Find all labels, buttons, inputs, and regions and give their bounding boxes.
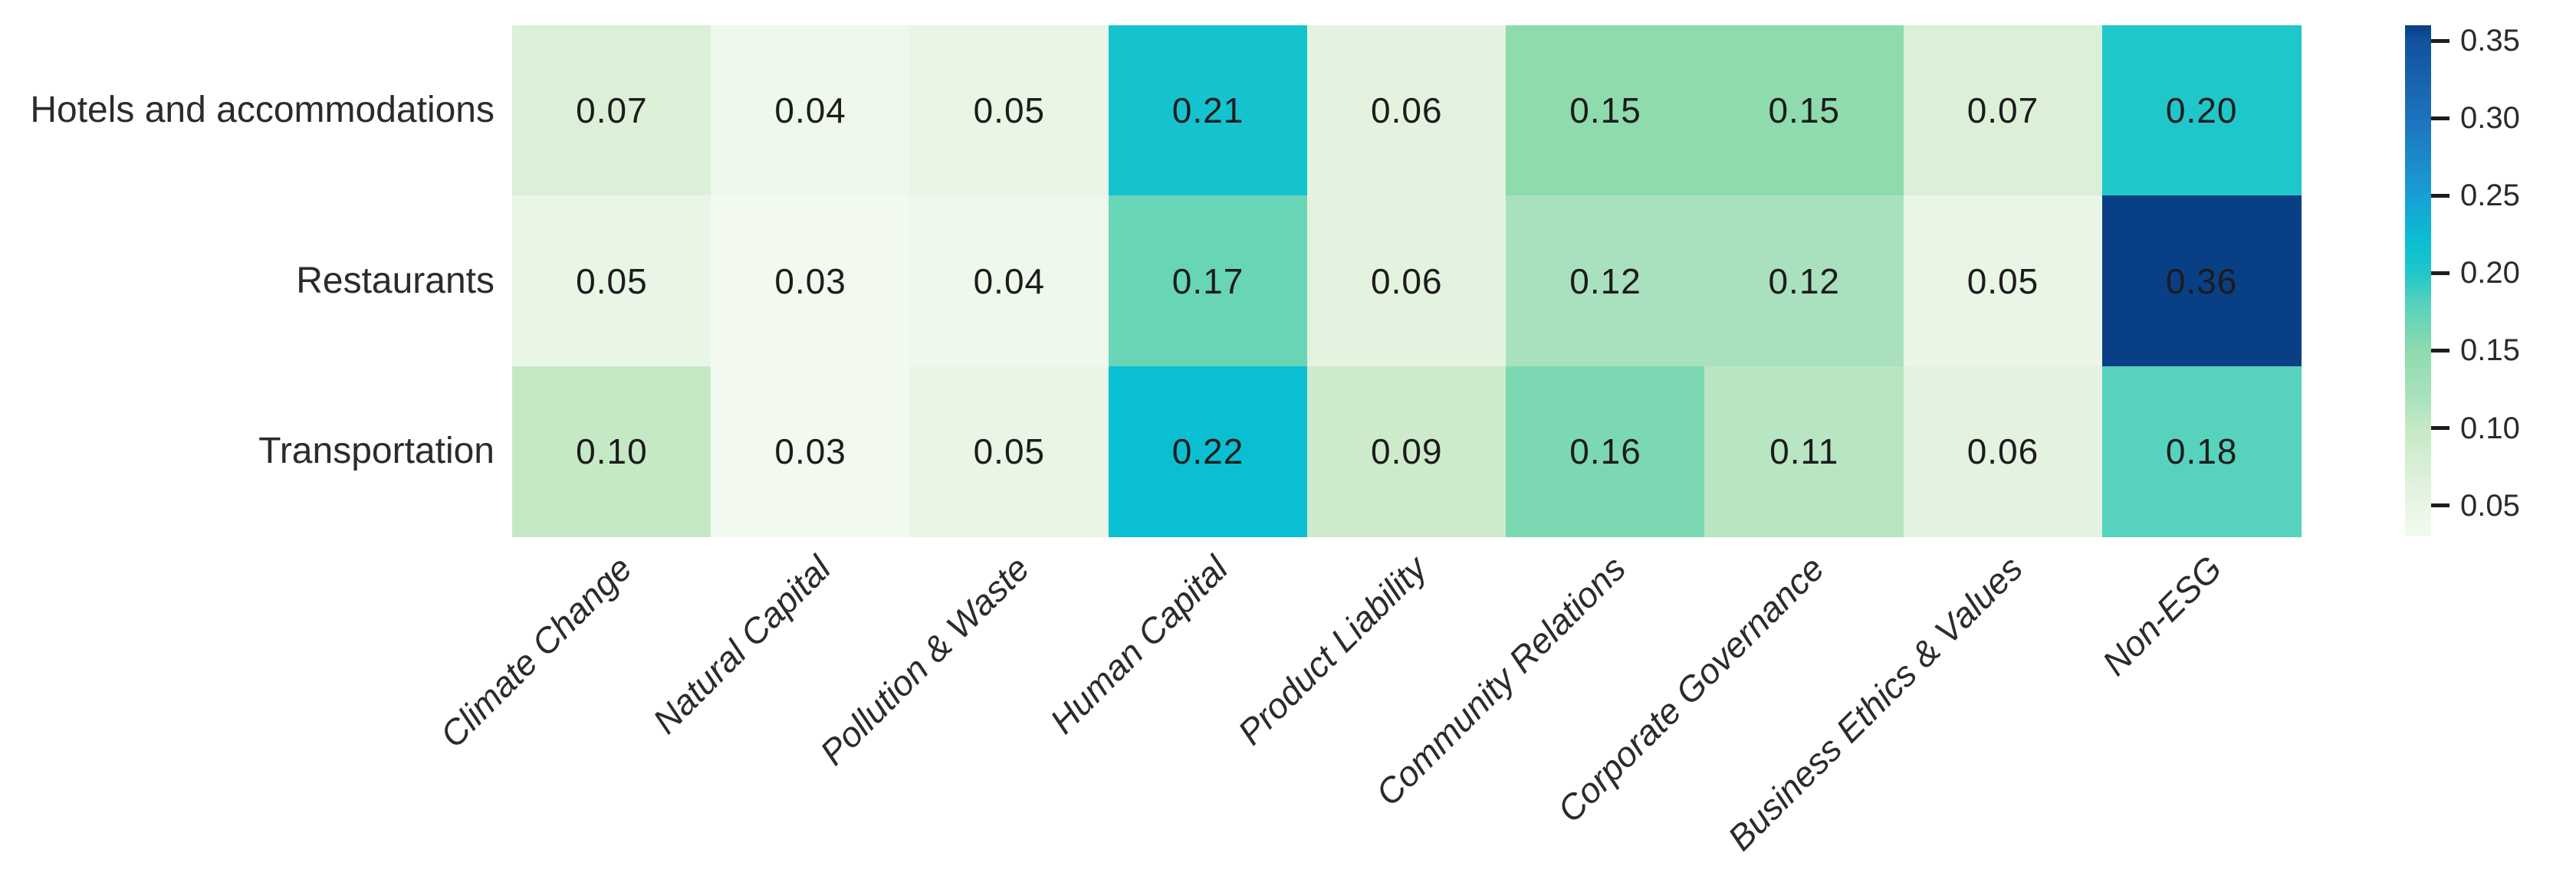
heatmap-cell: 0.05 [909,25,1109,196]
cell-value: 0.15 [1768,90,1840,131]
x-tick-label: Human Capital [1042,548,1236,742]
heatmap-cell: 0.21 [1108,25,1308,196]
colorbar-tick-mark [2431,503,2450,508]
heatmap-cell: 0.07 [512,25,711,196]
heatmap-cell: 0.03 [711,366,911,537]
heatmap-cell: 0.15 [1506,25,1705,196]
cell-value: 0.05 [1967,261,2039,301]
colorbar-tick-mark [2431,193,2450,198]
heatmap-cell: 0.09 [1306,366,1506,537]
colorbar-tick-label: 0.35 [2460,24,2520,58]
heatmap-cell: 0.18 [2101,366,2302,537]
cell-value: 0.04 [774,90,846,131]
heatmap-cell: 0.10 [512,366,711,537]
heatmap-cell: 0.07 [1903,25,2103,196]
cell-value: 0.03 [774,431,846,472]
cell-value: 0.06 [1967,431,2039,472]
cell-value: 0.04 [973,261,1046,301]
cell-value: 0.20 [2165,90,2238,131]
heatmap-cell: 0.03 [711,195,911,367]
colorbar-tick-label: 0.15 [2460,333,2520,368]
heatmap-cell: 0.05 [909,366,1109,537]
cell-value: 0.11 [1769,431,1839,472]
heatmap-cell: 0.12 [1704,195,1904,367]
colorbar-tick-mark [2431,38,2450,43]
heatmap-cell: 0.11 [1704,366,1904,537]
x-tick-label: Non-ESG [2094,548,2229,684]
cell-value: 0.16 [1569,431,1641,472]
heatmap-cell: 0.20 [2101,25,2302,196]
colorbar [2405,25,2431,536]
heatmap-cell: 0.16 [1506,366,1705,537]
colorbar-tick-label: 0.10 [2460,411,2520,445]
cell-value: 0.12 [1569,261,1641,301]
colorbar-tick-label: 0.25 [2460,179,2520,213]
heatmap-cell: 0.22 [1108,366,1308,537]
heatmap-cell: 0.06 [1306,25,1506,196]
heatmap-cell: 0.06 [1903,366,2103,537]
cell-value: 0.18 [2165,431,2238,472]
cell-value: 0.07 [576,90,648,131]
heatmap-cell: 0.15 [1704,25,1904,196]
colorbar-tick-mark [2431,116,2450,120]
cell-value: 0.03 [774,261,846,301]
cell-value: 0.06 [1371,90,1443,131]
colorbar-tick-label: 0.05 [2460,488,2520,523]
x-tick-label: Climate Change [432,548,639,756]
colorbar-tick-label: 0.30 [2460,101,2520,136]
colorbar-tick-mark [2431,348,2450,353]
heatmap-cell: 0.06 [1306,195,1506,367]
cell-value: 0.06 [1371,261,1443,301]
y-tick-label: Transportation [258,430,495,471]
x-tick-label: Pollution & Waste [812,548,1037,773]
heatmap-cell: 0.36 [2101,195,2302,367]
cell-value: 0.10 [576,431,648,472]
cell-value: 0.05 [973,90,1046,131]
cell-value: 0.15 [1569,90,1641,131]
x-tick-label: Natural Capital [644,548,838,742]
colorbar-tick-mark [2431,426,2450,430]
heatmap-cell: 0.04 [909,195,1109,367]
cell-value: 0.36 [2165,261,2238,301]
colorbar-tick-label: 0.20 [2460,256,2520,290]
heatmap-cell: 0.12 [1506,195,1705,367]
cell-value: 0.05 [973,431,1046,472]
cell-value: 0.22 [1171,431,1244,472]
cell-value: 0.17 [1171,261,1244,301]
y-tick-label: Hotels and accommodations [30,90,495,131]
heatmap-cell: 0.05 [512,195,711,367]
cell-value: 0.07 [1967,90,2039,131]
cell-value: 0.21 [1171,90,1244,131]
x-tick-label: Product Liability [1230,548,1434,753]
cell-value: 0.12 [1768,261,1840,301]
heatmap-cell: 0.05 [1903,195,2103,367]
cell-value: 0.09 [1371,431,1443,472]
heatmap-cell: 0.04 [711,25,911,196]
colorbar-tick-mark [2431,271,2450,275]
y-tick-label: Restaurants [296,260,495,301]
heatmap-cell: 0.17 [1108,195,1308,367]
cell-value: 0.05 [576,261,648,301]
